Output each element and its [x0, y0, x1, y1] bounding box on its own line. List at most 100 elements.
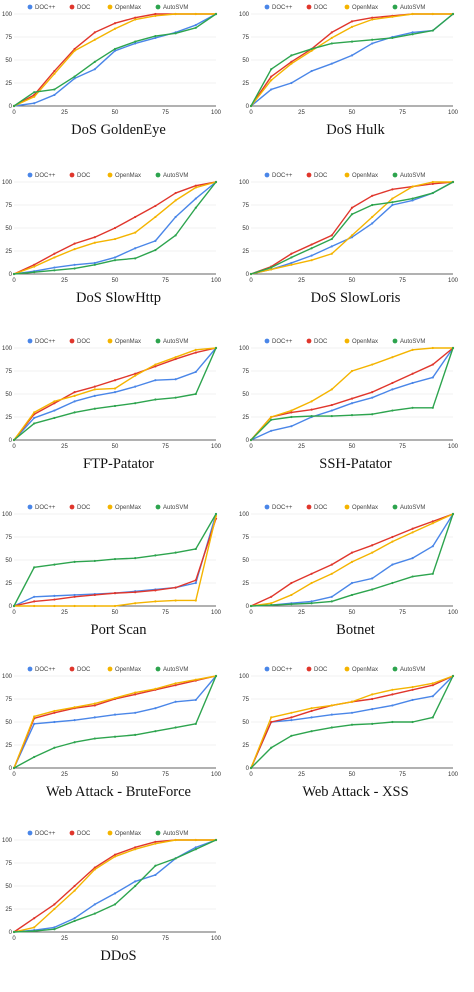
- x-tick-label: 50: [112, 772, 119, 778]
- x-tick-label: 25: [61, 936, 68, 942]
- data-point: [411, 698, 414, 702]
- data-point: [310, 572, 313, 575]
- y-tick-label: 75: [242, 35, 249, 41]
- data-point: [73, 604, 76, 608]
- data-point: [249, 104, 253, 108]
- data-point: [350, 402, 354, 405]
- chart-panel: 0 25 50 75 100 0 25 50 75 100 DOC++ DOC OpenMax AutoS…: [0, 826, 237, 992]
- data-point: [431, 406, 434, 409]
- data-point: [53, 252, 56, 255]
- data-point: [93, 394, 96, 397]
- data-point: [194, 579, 197, 582]
- data-point: [73, 593, 76, 597]
- legend-marker: [155, 338, 161, 344]
- data-point: [431, 545, 434, 548]
- data-point: [113, 903, 117, 906]
- x-tick-label: 0: [12, 772, 16, 778]
- data-point: [154, 840, 157, 843]
- data-point: [350, 54, 354, 57]
- legend-marker: [264, 4, 270, 10]
- data-point: [290, 81, 293, 85]
- line-chart: 0 25 50 75 100 0 25 50 75 100 DOC++ DOC OpenMax AutoS…: [2, 830, 222, 942]
- data-point: [194, 678, 197, 681]
- data-point: [411, 348, 414, 351]
- y-tick-label: 100: [2, 512, 13, 518]
- data-point: [174, 199, 177, 202]
- data-point: [12, 272, 16, 276]
- data-point: [33, 416, 36, 420]
- data-point: [33, 722, 36, 725]
- data-point: [431, 522, 434, 525]
- data-point: [33, 422, 36, 425]
- data-point: [73, 248, 76, 251]
- data-point: [350, 369, 354, 373]
- data-point: [73, 49, 76, 52]
- data-point: [33, 929, 36, 933]
- legend-label: OpenMax: [115, 339, 141, 345]
- y-tick-label: 50: [5, 884, 12, 890]
- legend-label: DOC++: [272, 5, 293, 11]
- legend-label: AutoSVM: [400, 5, 425, 11]
- data-point: [350, 593, 354, 597]
- data-point: [310, 47, 313, 51]
- x-tick-label: 0: [249, 444, 253, 450]
- legend-label: AutoSVM: [163, 831, 188, 837]
- legend-label: OpenMax: [352, 339, 378, 345]
- legend-marker: [69, 666, 75, 672]
- data-point: [270, 418, 273, 421]
- x-tick-label: 25: [61, 278, 68, 284]
- y-tick-label: 0: [246, 604, 250, 610]
- data-point: [93, 604, 96, 608]
- data-point: [194, 351, 197, 354]
- data-point: [93, 236, 96, 239]
- legend-label: DOC++: [35, 5, 56, 11]
- data-point: [12, 104, 16, 108]
- x-tick-label: 50: [349, 610, 356, 616]
- data-point: [270, 595, 273, 598]
- data-point: [290, 734, 293, 737]
- data-point: [194, 838, 197, 842]
- x-tick-label: 100: [211, 444, 222, 450]
- x-tick-label: 75: [399, 610, 406, 616]
- data-point: [53, 926, 56, 929]
- data-point: [33, 263, 36, 266]
- data-point: [391, 188, 394, 191]
- y-tick-label: 50: [242, 58, 249, 64]
- legend-marker: [27, 4, 33, 10]
- legend-marker: [107, 338, 113, 344]
- data-point: [73, 411, 76, 414]
- data-point: [53, 266, 56, 269]
- chart-title: Web Attack - XSS: [302, 784, 409, 800]
- legend-marker: [69, 4, 75, 10]
- data-point: [194, 581, 197, 585]
- data-point: [174, 234, 177, 237]
- data-point: [391, 581, 394, 585]
- legend-label: DOC: [77, 5, 91, 11]
- data-point: [154, 14, 157, 17]
- legend-label: AutoSVM: [163, 5, 188, 11]
- data-point: [93, 704, 96, 707]
- data-point: [113, 892, 117, 895]
- data-point: [174, 378, 177, 381]
- data-point: [330, 234, 333, 237]
- legend-marker: [107, 504, 113, 510]
- data-point: [290, 411, 293, 414]
- x-tick-label: 100: [211, 772, 222, 778]
- y-tick-label: 25: [5, 249, 12, 255]
- data-point: [330, 31, 333, 34]
- data-point: [431, 684, 434, 687]
- data-point: [391, 388, 394, 391]
- y-tick-label: 25: [5, 907, 12, 913]
- data-point: [174, 215, 177, 219]
- data-point: [391, 381, 394, 385]
- x-tick-label: 25: [298, 444, 305, 450]
- legend-marker: [69, 338, 75, 344]
- data-point: [93, 559, 96, 563]
- chart-title: SSH-Patator: [319, 456, 392, 472]
- data-point: [371, 577, 374, 580]
- chart-panel: 0 25 50 75 100 0 25 50 75 100 DOC++ DOC OpenMax AutoS…: [237, 662, 474, 828]
- data-point: [451, 346, 455, 350]
- y-tick-label: 25: [5, 415, 12, 421]
- x-tick-label: 75: [162, 444, 169, 450]
- data-point: [174, 726, 177, 729]
